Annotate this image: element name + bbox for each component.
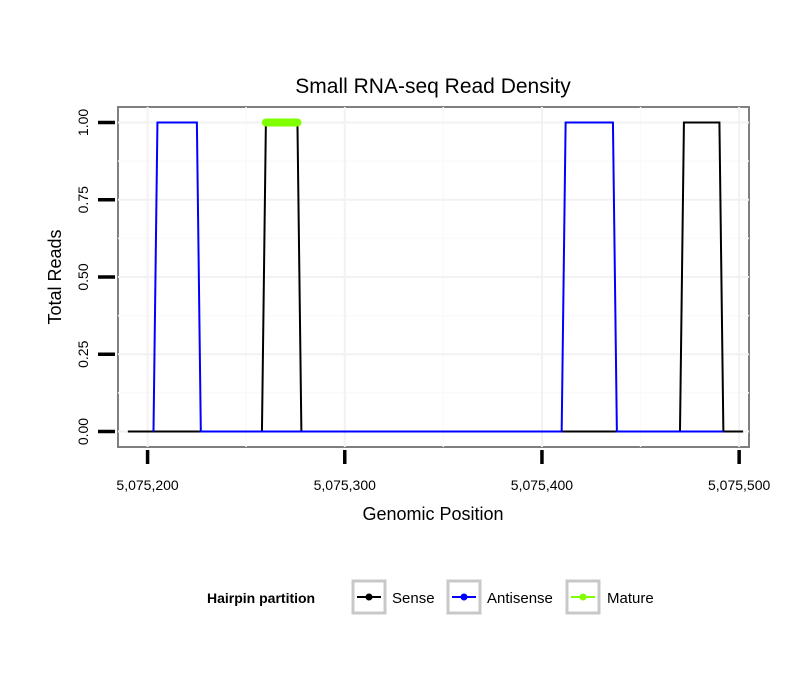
legend-label-mature: Mature: [607, 590, 654, 607]
legend-title: Hairpin partition: [207, 590, 315, 606]
legend-label-sense: Sense: [392, 590, 435, 607]
legend-item-antisense: Antisense: [446, 579, 553, 615]
y-tick-label: 0.50: [75, 263, 91, 290]
legend-label-antisense: Antisense: [487, 590, 553, 607]
y-tick-label: 0.25: [75, 340, 91, 367]
x-tick-label: 5,075,300: [314, 477, 376, 493]
y-axis: 0.00 0.25 0.50 0.75 1.00: [75, 109, 115, 445]
x-tick-label: 5,075,400: [511, 477, 573, 493]
y-axis-label: Total Reads: [45, 229, 65, 324]
legend: Hairpin partition Sense Antisense Mature: [207, 579, 654, 615]
x-tick-label: 5,075,200: [116, 477, 178, 493]
legend-point-mature: [579, 593, 587, 601]
y-tick-label: 1.00: [75, 109, 91, 136]
x-axis: 5,075,200 5,075,300 5,075,400 5,075,500: [116, 450, 770, 493]
series-line-antisense: [152, 121, 724, 433]
x-tick-label: 5,075,500: [708, 477, 770, 493]
grid-minor: [118, 107, 749, 447]
series-layer: [127, 118, 744, 433]
y-tick-label: 0.75: [75, 186, 91, 213]
y-tick-label: 0.00: [75, 418, 91, 445]
legend-point-antisense: [460, 593, 468, 601]
legend-item-sense: Sense: [351, 579, 435, 615]
legend-item-mature: Mature: [565, 579, 654, 615]
chart-title: Small RNA-seq Read Density: [295, 75, 571, 98]
legend-point-sense: [365, 593, 373, 601]
x-axis-label: Genomic Position: [362, 504, 503, 524]
